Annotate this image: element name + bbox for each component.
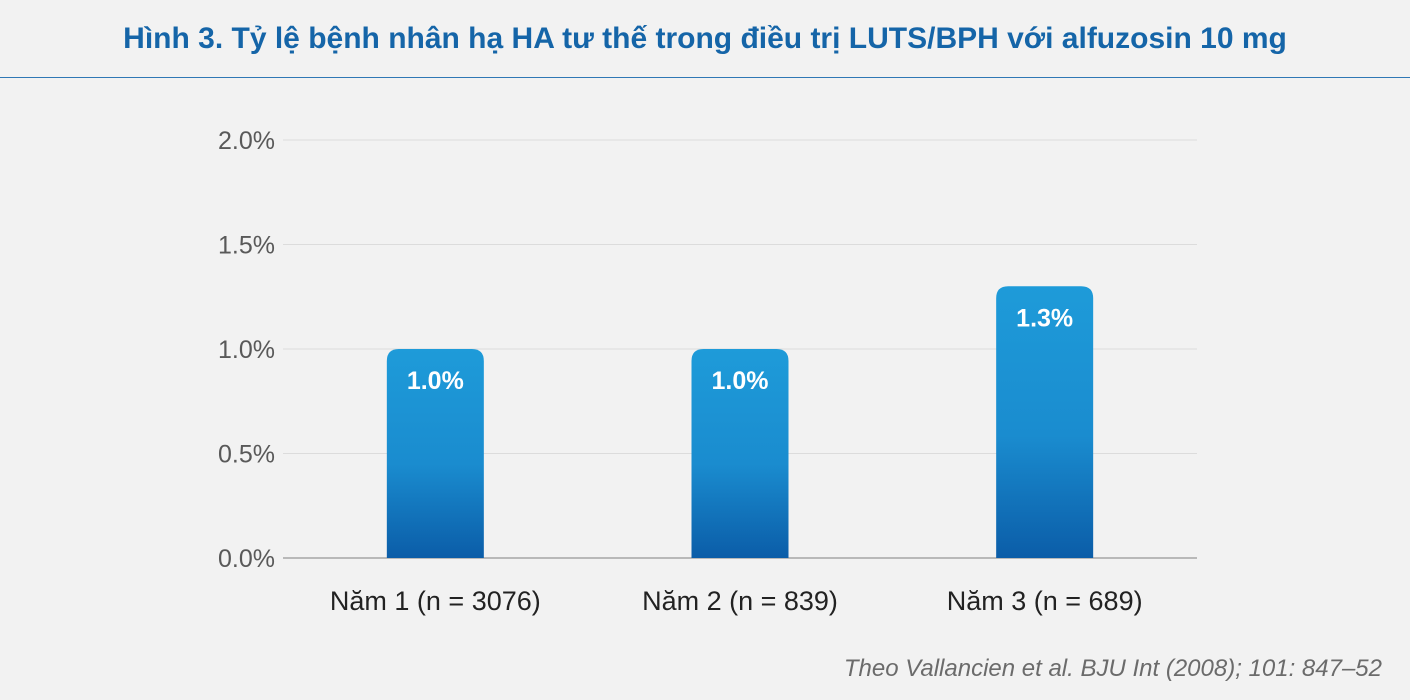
y-tick-label: 1.0%: [218, 336, 275, 364]
bar-chart: 0.0% 0.5% 1.0% 1.5% 2.0% 1.0% 1.0% 1.3% Năm 1 …: [218, 127, 1197, 616]
bar-3: [996, 286, 1094, 558]
y-tick-label: 1.5%: [218, 232, 275, 260]
data-label-2: 1.0%: [712, 367, 769, 395]
y-axis-ticks: 0.0% 0.5% 1.0% 1.5% 2.0%: [218, 127, 275, 573]
y-tick-label: 0.5%: [218, 441, 275, 469]
x-tick-label-1: Năm 1 (n = 3076): [330, 586, 541, 616]
x-tick-label-2: Năm 2 (n = 839): [642, 586, 838, 616]
bar-2: [691, 349, 789, 558]
data-label-3: 1.3%: [1016, 304, 1073, 332]
x-axis-ticks: Năm 1 (n = 3076) Năm 2 (n = 839) Năm 3 (n …: [330, 586, 1143, 616]
source-citation: Theo Vallancien et al. BJU Int (2008); 1…: [843, 655, 1382, 682]
data-label-1: 1.0%: [407, 367, 464, 395]
y-tick-label: 0.0%: [218, 545, 275, 573]
bars: [386, 286, 1094, 558]
x-tick-label-3: Năm 3 (n = 689): [947, 586, 1143, 616]
y-tick-label: 2.0%: [218, 127, 275, 155]
bar-1: [386, 349, 484, 558]
chart-title: Hình 3. Tỷ lệ bệnh nhân hạ HA tư thế tro…: [123, 22, 1287, 55]
data-labels: 1.0% 1.0% 1.3%: [407, 304, 1073, 395]
title-divider: [0, 77, 1410, 78]
